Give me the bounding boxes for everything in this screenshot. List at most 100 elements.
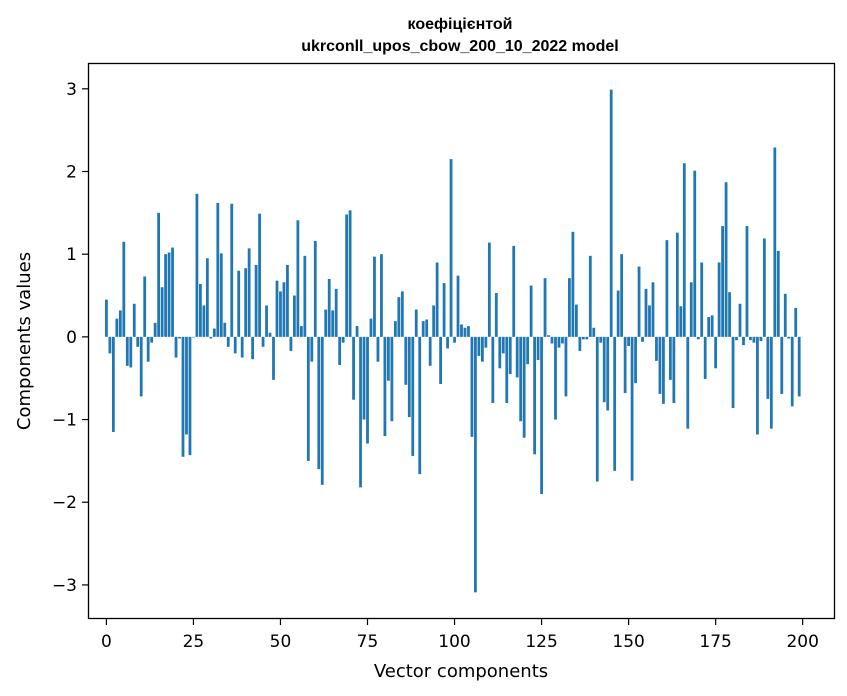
bar — [668, 336, 672, 380]
bar — [679, 306, 683, 337]
bar — [362, 336, 366, 420]
bar — [157, 212, 161, 337]
x-tick-label: 25 — [183, 632, 205, 652]
bar — [731, 336, 735, 408]
x-axis-label: Vector components — [374, 661, 548, 682]
bar — [178, 336, 181, 339]
bar — [644, 288, 648, 337]
bar — [435, 262, 439, 337]
bar — [494, 293, 498, 337]
bar — [439, 336, 443, 384]
bar — [310, 336, 314, 362]
bar — [404, 336, 408, 385]
x-tick-label: 150 — [612, 632, 644, 652]
bar — [581, 336, 585, 340]
bar — [188, 336, 192, 456]
bar — [411, 336, 415, 456]
bar — [317, 336, 321, 470]
bar — [195, 193, 199, 337]
bar — [460, 324, 463, 337]
bar — [226, 336, 230, 347]
bars-group — [105, 89, 801, 593]
bar — [105, 299, 108, 337]
bar — [696, 336, 700, 340]
bar — [223, 322, 227, 337]
bar — [125, 336, 129, 366]
bar — [568, 278, 571, 337]
bar — [230, 203, 234, 337]
bar — [199, 283, 202, 337]
bar — [595, 336, 599, 482]
bar — [776, 250, 780, 337]
bar — [216, 202, 220, 337]
bar — [480, 336, 484, 362]
bar — [512, 245, 516, 337]
bar — [268, 332, 272, 337]
bar — [797, 336, 801, 397]
bar — [515, 336, 519, 378]
bar — [348, 210, 352, 337]
bar — [456, 275, 460, 337]
bar — [369, 318, 373, 337]
bar — [293, 295, 296, 337]
bar — [724, 182, 728, 337]
bar — [467, 326, 470, 337]
y-tick-label: −2 — [52, 493, 77, 513]
bar — [146, 336, 150, 362]
bar — [390, 336, 394, 422]
bar — [111, 336, 115, 432]
bar — [693, 170, 697, 337]
bar — [153, 322, 157, 337]
y-tick-label: 0 — [66, 328, 77, 348]
bar — [247, 248, 251, 337]
bar — [418, 336, 422, 475]
bar — [122, 241, 126, 337]
bar — [714, 336, 718, 369]
bar — [181, 336, 185, 457]
bar — [296, 220, 300, 337]
bar — [129, 336, 133, 368]
bar — [756, 336, 759, 435]
bar — [425, 319, 429, 337]
bar — [703, 336, 707, 380]
bar — [449, 159, 453, 337]
bar — [380, 254, 383, 337]
bar — [571, 231, 575, 337]
bar — [602, 336, 606, 403]
bar — [324, 309, 328, 337]
bar — [118, 310, 122, 337]
bar — [108, 336, 112, 354]
bar — [780, 336, 784, 394]
bar — [202, 305, 206, 337]
bar — [286, 264, 289, 337]
bar — [554, 336, 557, 420]
bar — [620, 254, 624, 337]
bar — [616, 290, 620, 337]
x-axis: 0 25 50 75 100 125 150 175 200 — [101, 618, 819, 652]
bar — [320, 336, 324, 485]
bar — [735, 336, 738, 341]
bar — [331, 310, 335, 337]
x-tick-label: 200 — [786, 632, 818, 652]
y-tick-label: 3 — [66, 80, 77, 100]
bar — [383, 336, 387, 437]
bar — [327, 278, 331, 337]
bar — [237, 270, 241, 337]
bar — [613, 336, 617, 471]
bar — [588, 255, 592, 337]
bar — [662, 336, 665, 404]
bar — [519, 336, 523, 422]
bar — [721, 226, 724, 337]
bar — [578, 336, 582, 351]
bar — [790, 336, 794, 407]
bar — [428, 336, 432, 366]
bar — [470, 336, 474, 437]
bar — [136, 336, 140, 347]
bar — [209, 336, 213, 339]
bar — [769, 336, 773, 429]
bar — [387, 336, 390, 381]
bar — [491, 336, 495, 404]
bar — [783, 293, 787, 337]
bar — [710, 315, 714, 337]
